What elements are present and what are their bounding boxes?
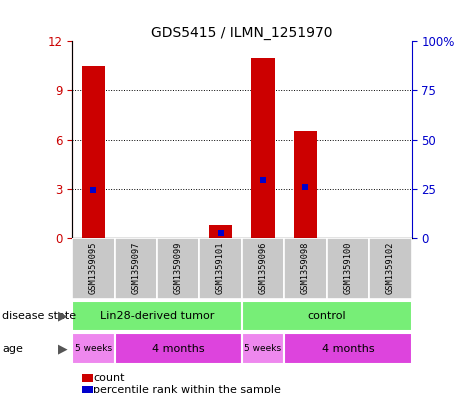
Text: disease state: disease state <box>2 311 76 321</box>
Text: GSM1359102: GSM1359102 <box>386 242 395 294</box>
Bar <box>284 333 412 364</box>
Bar <box>72 333 114 364</box>
Text: GSM1359101: GSM1359101 <box>216 242 225 294</box>
Bar <box>157 238 199 299</box>
Text: Lin28-derived tumor: Lin28-derived tumor <box>100 311 214 321</box>
Text: 4 months: 4 months <box>152 343 205 354</box>
Text: ▶: ▶ <box>58 342 67 355</box>
Bar <box>114 333 242 364</box>
Bar <box>114 238 157 299</box>
Text: 5 weeks: 5 weeks <box>75 344 112 353</box>
Bar <box>199 238 242 299</box>
Bar <box>242 301 412 331</box>
Text: GSM1359097: GSM1359097 <box>131 242 140 294</box>
Bar <box>242 333 284 364</box>
Bar <box>326 238 369 299</box>
Bar <box>252 58 275 238</box>
Text: GSM1359095: GSM1359095 <box>89 242 98 294</box>
Text: count: count <box>93 373 125 384</box>
Bar <box>72 238 114 299</box>
Title: GDS5415 / ILMN_1251970: GDS5415 / ILMN_1251970 <box>151 26 332 40</box>
Bar <box>82 66 105 238</box>
Text: GSM1359098: GSM1359098 <box>301 242 310 294</box>
Bar <box>284 238 326 299</box>
Bar <box>209 225 232 238</box>
Text: 5 weeks: 5 weeks <box>245 344 282 353</box>
Text: ▶: ▶ <box>58 309 67 323</box>
Bar <box>294 131 317 238</box>
Text: GSM1359096: GSM1359096 <box>259 242 267 294</box>
Text: GSM1359100: GSM1359100 <box>343 242 352 294</box>
Bar <box>242 238 284 299</box>
Bar <box>369 238 412 299</box>
Bar <box>72 301 242 331</box>
Text: control: control <box>307 311 346 321</box>
Text: 4 months: 4 months <box>322 343 374 354</box>
Text: age: age <box>2 343 23 354</box>
Text: GSM1359099: GSM1359099 <box>173 242 183 294</box>
Text: percentile rank within the sample: percentile rank within the sample <box>93 385 281 393</box>
